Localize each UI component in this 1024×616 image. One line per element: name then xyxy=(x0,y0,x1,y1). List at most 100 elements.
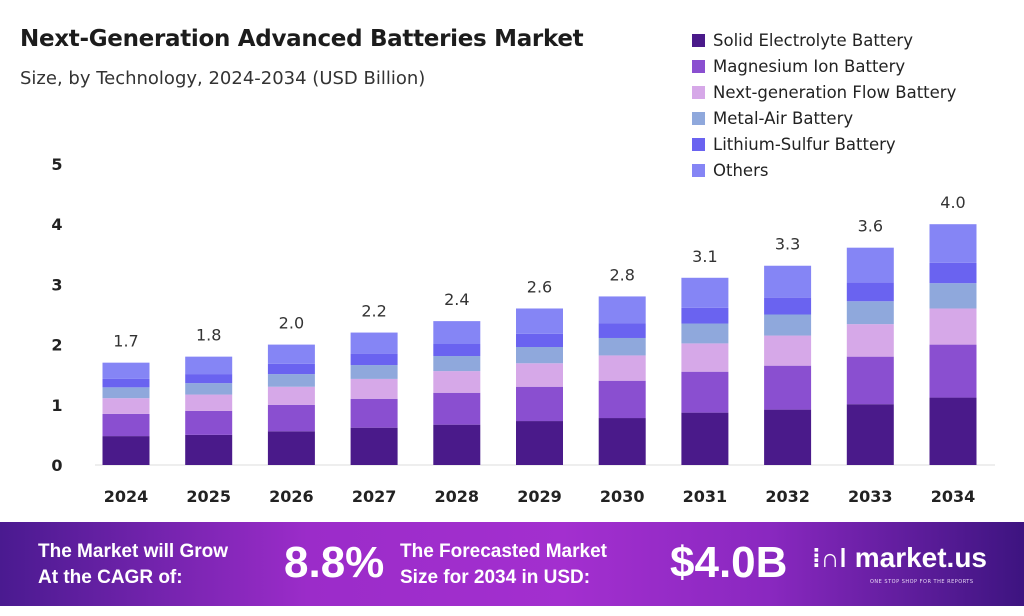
bar-segment xyxy=(267,404,315,432)
x-tick-label: 2033 xyxy=(848,487,893,506)
bar-segment xyxy=(102,436,150,465)
cagr-value: 8.8% xyxy=(284,538,385,587)
bar-total-label: 2.0 xyxy=(279,314,304,333)
bar-segment xyxy=(102,413,150,437)
bar-segment xyxy=(598,418,646,465)
bar-total-label: 2.2 xyxy=(361,302,386,321)
legend-item: Metal-Air Battery xyxy=(692,105,956,131)
legend-swatch xyxy=(692,85,705,99)
bar-segment xyxy=(598,323,646,338)
legend-item: Others xyxy=(692,157,956,183)
bar-segment xyxy=(681,277,729,308)
y-tick-label: 0 xyxy=(51,456,62,475)
y-tick-label: 5 xyxy=(51,155,62,174)
chart-subtitle: Size, by Technology, 2024-2034 (USD Bill… xyxy=(20,68,426,89)
bar-segment xyxy=(846,404,894,465)
bar-total-label: 2.4 xyxy=(444,290,469,309)
legend-swatch xyxy=(692,111,705,125)
legend-swatch xyxy=(692,163,705,177)
footer-banner: The Market will Grow At the CAGR of: 8.8%… xyxy=(0,522,1024,606)
bar-total-label: 3.3 xyxy=(775,235,800,254)
x-tick-label: 2034 xyxy=(931,487,976,506)
bar-segment xyxy=(598,380,646,419)
legend-label: Next-generation Flow Battery xyxy=(713,82,957,102)
bar-segment xyxy=(102,398,150,414)
bar-segment xyxy=(681,371,729,413)
chart-plot: 0 1 2 3 4 5 1.7 2024 1.8 2025 2.0 2026 2.2 2027 2.4 202… xyxy=(51,155,995,506)
forecast-label: The Forecasted Market Size for 2034 in US… xyxy=(400,541,607,588)
bar-segment xyxy=(681,412,729,465)
bar-segment xyxy=(102,362,150,379)
chart-title: Next-Generation Advanced Batteries Marke… xyxy=(20,26,584,52)
bar-segment xyxy=(102,378,150,388)
bar-segment xyxy=(350,398,398,428)
x-tick-label: 2032 xyxy=(765,487,810,506)
bar-segment xyxy=(764,314,812,336)
bar-segment xyxy=(185,394,233,411)
y-tick-label: 4 xyxy=(51,215,62,234)
legend-label: Metal-Air Battery xyxy=(713,108,854,128)
x-tick-label: 2024 xyxy=(104,487,149,506)
bar-segment xyxy=(929,308,977,345)
bar-segment xyxy=(764,265,812,298)
bar-segment xyxy=(433,424,481,465)
bar-segment xyxy=(681,307,729,324)
bar-segment xyxy=(598,337,646,356)
bar-segment xyxy=(681,323,729,344)
bar-segment xyxy=(516,363,563,387)
bar-segment xyxy=(185,374,233,384)
bar-total-label: 1.8 xyxy=(196,326,221,345)
bar-segment xyxy=(185,356,233,375)
bar-segment xyxy=(185,383,233,395)
bar-segment xyxy=(846,247,894,283)
bar-total-label: 2.8 xyxy=(609,265,634,284)
x-tick-label: 2029 xyxy=(517,487,562,506)
bar-total-label: 2.6 xyxy=(527,277,552,296)
bar-segment xyxy=(598,355,646,381)
cagr-label: The Market will Grow At the CAGR of: xyxy=(38,541,229,588)
bar-segment xyxy=(764,365,812,410)
logo-tagline: ONE STOP SHOP FOR THE REPORTS xyxy=(870,579,974,585)
bar-segment xyxy=(267,374,315,387)
bar-segment xyxy=(598,296,646,324)
bar-segment xyxy=(681,343,729,372)
bar-segment xyxy=(350,378,398,399)
bar-segment xyxy=(267,431,315,465)
bar-segment xyxy=(185,410,233,435)
bar-segment xyxy=(764,335,812,366)
bar-segment xyxy=(433,321,481,344)
bar-segment xyxy=(102,387,150,399)
marketus-logo: ⁞∩ǀ market.us xyxy=(812,542,988,573)
bar-segment xyxy=(267,386,315,405)
bar-segment xyxy=(433,392,481,425)
bar-total-label: 3.1 xyxy=(692,247,717,266)
legend: Solid Electrolyte Battery Magnesium Ion B… xyxy=(692,27,956,183)
bar-segment xyxy=(846,282,894,302)
x-tick-label: 2030 xyxy=(600,487,645,506)
bar-segment xyxy=(350,353,398,366)
legend-item: Solid Electrolyte Battery xyxy=(692,27,956,53)
bar-segment xyxy=(516,386,563,422)
bar-segment xyxy=(267,363,315,375)
bar-segment xyxy=(764,297,812,315)
legend-label: Magnesium Ion Battery xyxy=(713,56,906,76)
bar-segment xyxy=(350,365,398,379)
bar-segment xyxy=(516,308,563,334)
legend-swatch xyxy=(692,137,705,151)
bar-segment xyxy=(929,344,977,398)
bar-segment xyxy=(350,332,398,354)
bar-segment xyxy=(267,344,315,364)
bar-total-label: 3.6 xyxy=(858,217,883,236)
x-tick-label: 2025 xyxy=(186,487,231,506)
legend-swatch xyxy=(692,33,705,47)
bar-segment xyxy=(433,343,481,357)
bar-segment xyxy=(929,397,977,465)
x-tick-label: 2026 xyxy=(269,487,314,506)
forecast-value: $4.0B xyxy=(670,538,788,587)
bar-segment xyxy=(764,409,812,465)
legend-label: Lithium-Sulfur Battery xyxy=(713,134,896,154)
bar-segment xyxy=(433,356,481,372)
bar-segment xyxy=(185,434,233,465)
bar-segment xyxy=(350,427,398,465)
y-tick-label: 1 xyxy=(51,396,62,415)
